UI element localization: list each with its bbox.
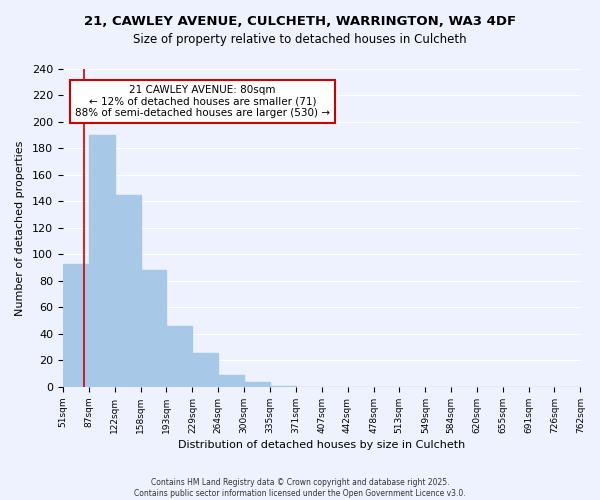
Bar [193,352,218,387]
Y-axis label: Number of detached properties: Number of detached properties [15,140,25,316]
Bar [141,270,166,387]
Text: Size of property relative to detached houses in Culcheth: Size of property relative to detached ho… [133,32,467,46]
Bar [244,382,269,387]
X-axis label: Distribution of detached houses by size in Culcheth: Distribution of detached houses by size … [178,440,466,450]
Bar [89,135,115,387]
Bar [63,264,89,387]
Bar [269,386,296,387]
Bar [166,326,193,387]
Text: 21 CAWLEY AVENUE: 80sqm
← 12% of detached houses are smaller (71)
88% of semi-de: 21 CAWLEY AVENUE: 80sqm ← 12% of detache… [75,85,330,118]
Bar [218,375,244,387]
Bar [115,195,141,387]
Text: 21, CAWLEY AVENUE, CULCHETH, WARRINGTON, WA3 4DF: 21, CAWLEY AVENUE, CULCHETH, WARRINGTON,… [84,15,516,28]
Text: Contains HM Land Registry data © Crown copyright and database right 2025.
Contai: Contains HM Land Registry data © Crown c… [134,478,466,498]
